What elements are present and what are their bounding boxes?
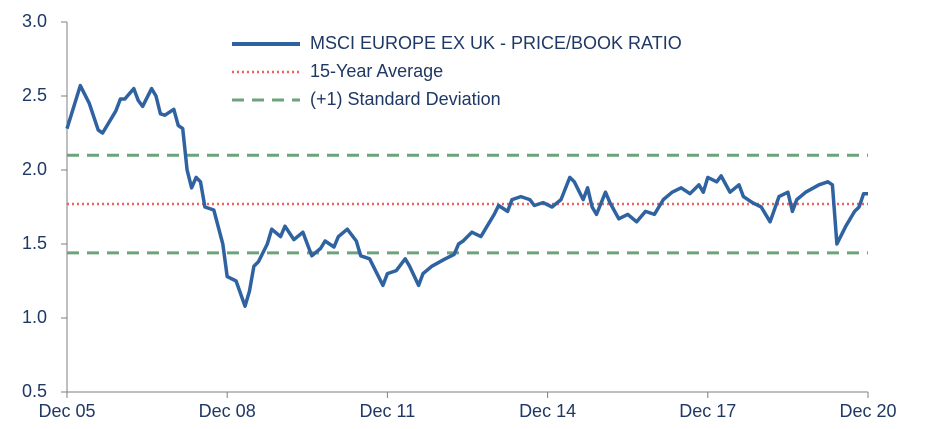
legend-label: 15-Year Average (310, 61, 443, 81)
data-line (65, 83, 868, 308)
y-tick-label: 1.5 (22, 233, 47, 253)
y-tick-label: 2.5 (22, 85, 47, 105)
x-tick-label: Dec 20 (839, 401, 896, 421)
y-tick-label: 1.0 (22, 307, 47, 327)
y-tick-label: 3.0 (22, 11, 47, 31)
x-tick-label: Dec 08 (199, 401, 256, 421)
x-tick-label: Dec 11 (360, 401, 416, 421)
legend-label: MSCI EUROPE EX UK - PRICE/BOOK RATIO (310, 33, 682, 53)
x-tick-label: Dec 17 (679, 401, 736, 421)
x-tick-label: Dec 14 (519, 401, 576, 421)
legend-label: (+1) Standard Deviation (310, 89, 501, 109)
x-tick-label: Dec 05 (38, 401, 95, 421)
y-tick-label: 2.0 (22, 159, 47, 179)
y-tick-label: 0.5 (22, 381, 47, 401)
